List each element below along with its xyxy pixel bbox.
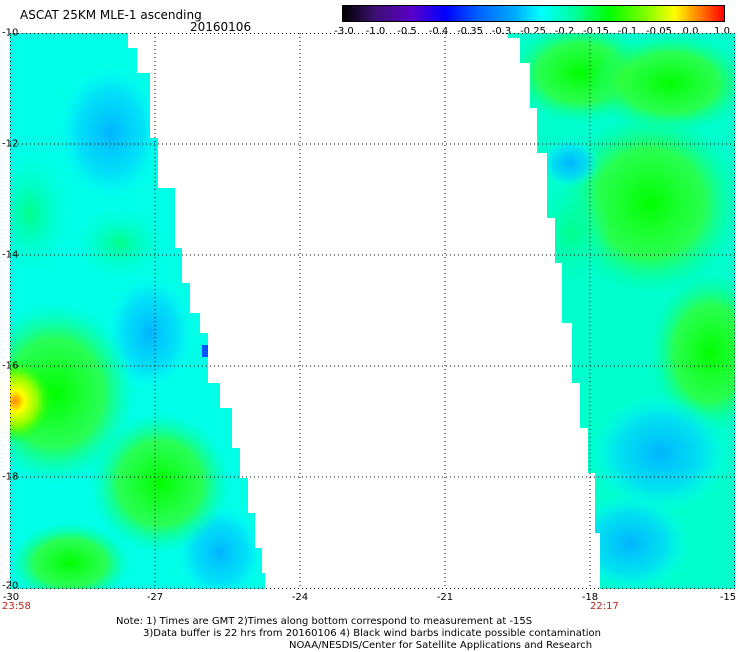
colorbar-label: -0.15 (583, 26, 609, 37)
colorbar-gradient (343, 6, 724, 21)
lon-label-15: -15 (719, 592, 737, 603)
colorbar-label: -0.25 (520, 26, 546, 37)
colorbar-label: -0.2 (554, 26, 575, 37)
colorbar-label: -0.3 (491, 26, 512, 37)
colorbar-label: -1.0 (365, 26, 386, 37)
lon-label-21: -21 (436, 592, 454, 603)
colorbar-label: -0.1 (617, 26, 638, 37)
lon-label-30: -30 (2, 592, 20, 603)
lat-label-18: -18 (2, 471, 19, 483)
lat-label-10: -10 (2, 27, 19, 39)
lon-label-18: -18 (581, 592, 599, 603)
footnote-line-2: 3)Data buffer is 22 hrs from 20160106 4)… (143, 628, 601, 639)
left-swath (10, 33, 265, 589)
lon-label-24: -24 (291, 592, 309, 603)
lat-label-12: -12 (2, 138, 19, 150)
colorbar-label: -3.0 (334, 26, 354, 37)
lon-label-27: -27 (146, 592, 164, 603)
colorbar (342, 5, 725, 22)
time-right: 22:17 (590, 601, 619, 612)
colorbar-label: -0.05 (646, 26, 672, 37)
lat-label-20: -20 (2, 580, 19, 592)
colorbar-label: -0.5 (397, 26, 417, 37)
footnote-line-3: NOAA/NESDIS/Center for Satellite Applica… (289, 640, 593, 651)
colorbar-label: 1.0 (714, 26, 730, 37)
grid-lines (10, 33, 735, 589)
lat-label-14: -14 (2, 249, 19, 261)
right-swath (508, 33, 735, 589)
footnote-line-1: Note: 1) Times are GMT 2)Times along bot… (116, 616, 533, 627)
time-left: 23:58 (2, 601, 31, 612)
lat-label-16: -16 (2, 360, 19, 372)
colorbar-label: -0.35 (457, 26, 483, 37)
chart-title: ASCAT 25KM MLE-1 ascending (20, 8, 202, 22)
chart-date: 20160106 (190, 20, 252, 34)
colorbar-label: -0.4 (428, 26, 449, 37)
footnote: Note: 1) Times are GMT 2)Times along bot… (116, 616, 601, 652)
colorbar-label: 0.0 (682, 26, 699, 37)
wind-map (10, 33, 735, 589)
colorbar-labels: -3.0 -1.0 -0.5 -0.4 -0.35 -0.3 -0.25 -0.2 -0.15-… (330, 26, 740, 38)
